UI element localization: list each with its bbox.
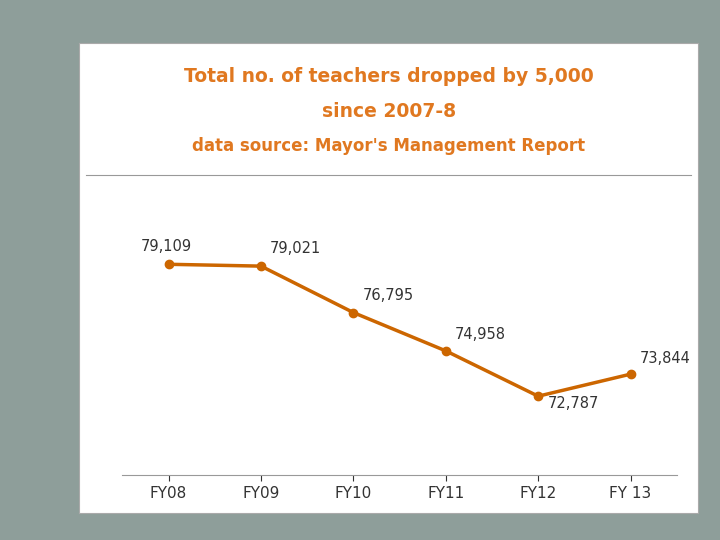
Text: Total no. of teachers dropped by 5,000: Total no. of teachers dropped by 5,000 [184,66,594,86]
Text: since 2007-8: since 2007-8 [322,102,456,121]
Text: 76,795: 76,795 [363,288,414,303]
Text: data source: Mayor's Management Report: data source: Mayor's Management Report [192,137,585,155]
Text: 79,109: 79,109 [141,239,192,254]
Text: 73,844: 73,844 [640,351,690,366]
Text: 79,021: 79,021 [270,241,322,255]
Text: 72,787: 72,787 [547,396,599,411]
Text: 74,958: 74,958 [455,327,506,341]
